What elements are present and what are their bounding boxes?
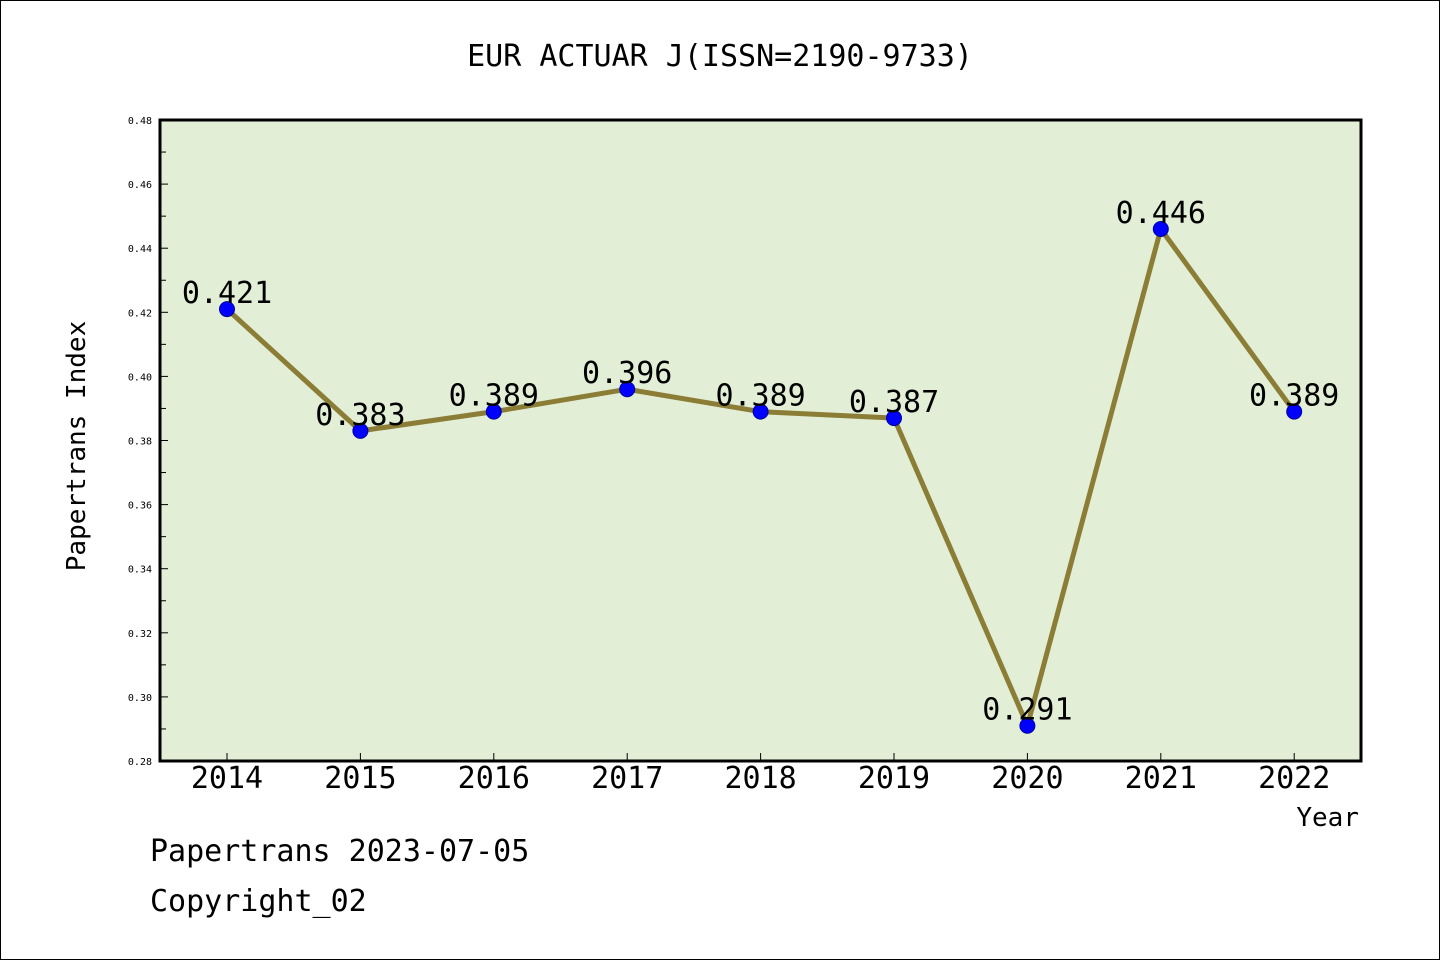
data-point [1286,403,1303,420]
x-axis-label: Year [1296,803,1359,833]
y-tick-label: 0.34 [128,565,152,576]
data-label: 0.387 [849,385,939,420]
data-label: 0.446 [1116,196,1206,231]
y-tick-label: 0.32 [128,629,152,640]
data-label: 0.421 [182,276,272,311]
chart-title: EUR ACTUAR J(ISSN=2190-9733) [467,39,973,74]
data-point [1152,220,1169,237]
x-tick-label: 2017 [591,761,663,796]
y-tick-label: 0.28 [128,757,152,768]
data-labels: 0.421 0.383 0.389 0.396 0.389 0.387 0.291 0.446… [182,196,1340,728]
data-label: 0.389 [449,379,539,414]
y-axis-label: Papertrans Index [62,321,92,571]
data-label: 0.389 [1249,379,1339,414]
data-point [352,422,369,439]
data-point [886,410,902,427]
series-markers [219,220,1303,734]
data-label: 0.389 [715,379,805,414]
data-point [219,301,235,318]
y-tick-label: 0.48 [128,116,152,127]
data-point [485,403,502,420]
y-tick-label: 0.46 [128,180,152,191]
data-point [1019,717,1036,734]
x-tick-label: 2015 [324,761,396,796]
data-label: 0.383 [315,398,405,433]
y-tick-label: 0.38 [128,437,152,448]
y-tick-label: 0.44 [128,244,152,255]
data-label: 0.396 [582,356,672,391]
data-point [752,403,769,420]
x-tick-label: 2022 [1258,761,1330,796]
y-tick-label: 0.42 [128,308,152,319]
x-axis: 2014 2015 2016 2017 2018 2019 2020 2021 2022 [191,753,1330,796]
footer-copyright: Copyright_02 [150,884,367,919]
y-tick-label: 0.30 [128,693,152,704]
data-point [619,381,636,398]
x-tick-label: 2014 [191,761,263,796]
x-tick-label: 2020 [991,761,1063,796]
x-tick-label: 2021 [1125,761,1197,796]
plot-border [158,118,1363,763]
data-label: 0.291 [982,693,1072,728]
y-tick-label: 0.36 [128,501,152,512]
footer-source: Papertrans 2023-07-05 [150,834,530,869]
x-tick-label: 2019 [858,761,930,796]
y-tick-label: 0.40 [128,372,152,383]
x-tick-label: 2016 [458,761,530,796]
x-tick-label: 2018 [724,761,796,796]
